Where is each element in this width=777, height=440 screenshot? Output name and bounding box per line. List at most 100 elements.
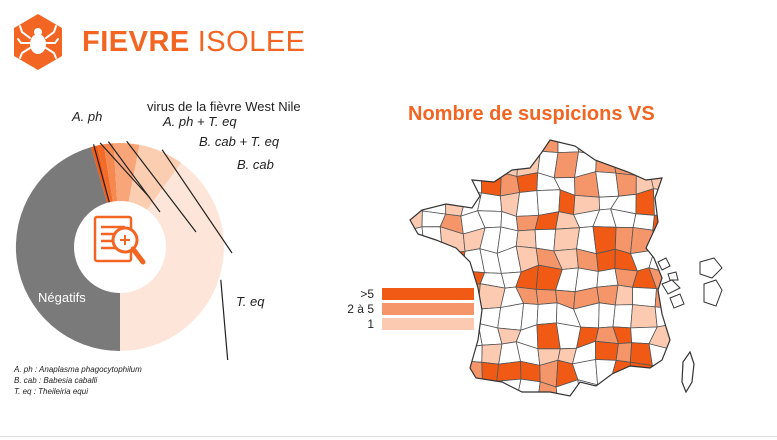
map-department — [633, 140, 654, 160]
map-department — [459, 171, 482, 194]
slice-label-a-ph: A. ph — [72, 109, 103, 124]
map-department — [439, 384, 467, 396]
title-bold: FIEVRE — [82, 26, 190, 58]
map-department — [479, 401, 501, 411]
map-department — [630, 380, 655, 396]
corsica — [681, 350, 695, 394]
map-department — [440, 343, 467, 362]
map-department — [440, 140, 464, 156]
map-department — [672, 402, 691, 410]
map-department — [630, 304, 658, 329]
map-department — [669, 169, 670, 194]
footnotes: A. ph : Anaplasma phagocytophilum B. cab… — [14, 364, 142, 397]
map-department — [425, 401, 444, 410]
map-department — [496, 360, 522, 382]
map-department — [424, 267, 448, 286]
map-department — [671, 325, 692, 350]
map-department — [410, 268, 427, 289]
map-department — [500, 153, 519, 178]
map-department — [672, 152, 691, 174]
map-department — [648, 365, 670, 384]
map-department — [516, 172, 539, 193]
map-department — [515, 190, 540, 217]
map-department — [667, 211, 670, 234]
leader-line-3 — [107, 141, 161, 213]
footnote-b-cab: B. cab : Babesia caballi — [14, 376, 98, 385]
map-department — [497, 302, 525, 331]
slice-label-a-ph-t-eq: A. ph + T. eq — [163, 114, 237, 129]
map-department — [410, 226, 426, 253]
map-department — [669, 306, 670, 327]
map-department — [480, 171, 502, 197]
map-department — [462, 140, 483, 159]
map-department — [424, 140, 445, 156]
title-light: ISOLEE — [197, 26, 306, 58]
map-department — [652, 229, 670, 253]
slice-label-negatifs: Négatifs — [38, 290, 86, 305]
map-department — [611, 150, 639, 176]
legend-item-2to5: 2 à 5 — [338, 302, 478, 316]
map-department — [595, 140, 616, 156]
document-magnifier-icon — [93, 215, 146, 265]
map-department — [595, 340, 619, 361]
leader-line-5 — [161, 149, 233, 254]
map-department — [672, 136, 691, 155]
map-department — [477, 140, 503, 159]
leader-line-2 — [99, 142, 151, 199]
legend-swatch-gt5 — [382, 288, 474, 300]
map-department — [421, 359, 448, 389]
map-department — [669, 191, 670, 216]
map-department — [653, 401, 672, 410]
map-department — [612, 304, 634, 329]
leader-line-4 — [126, 140, 197, 233]
map-department — [615, 172, 637, 197]
map-department — [459, 399, 482, 410]
map-department — [410, 191, 423, 213]
map-department — [553, 227, 581, 252]
footnote-t-eq: T. eq : Theileiria equi — [14, 387, 88, 396]
map-department — [410, 173, 425, 194]
map-department — [632, 286, 657, 308]
map-department — [445, 267, 464, 289]
map-department — [610, 380, 638, 396]
map-department — [517, 140, 541, 159]
map-department — [443, 359, 467, 388]
map-department — [649, 140, 670, 155]
map-department — [421, 226, 443, 255]
map-department — [410, 249, 426, 274]
map-department — [534, 228, 557, 252]
map-department — [477, 192, 503, 212]
legend-swatch-2to5 — [382, 303, 474, 315]
legend-item-1: 1 — [338, 317, 478, 331]
leader-line-6 — [220, 279, 229, 360]
slice-label-b-cab-t-eq: B. cab + T. eq — [199, 134, 280, 149]
map-department — [481, 361, 500, 388]
map-department — [634, 400, 654, 410]
footnote-a-ph: A. ph : Anaplasma phagocytophilum — [14, 365, 142, 374]
map-department — [410, 140, 426, 156]
map-department — [410, 154, 426, 175]
map-department — [615, 400, 637, 410]
map-department — [445, 171, 468, 195]
donut-chart — [15, 140, 233, 360]
map-department — [558, 402, 581, 410]
donut-slice-0 — [15, 147, 121, 352]
map-department — [611, 140, 639, 160]
map-department — [672, 250, 691, 273]
map-department — [648, 380, 670, 396]
map-department — [424, 251, 449, 274]
legend-label-gt5: >5 — [360, 287, 374, 301]
map-department — [595, 248, 616, 272]
map-department — [498, 401, 521, 411]
map-department — [500, 140, 521, 158]
map-department — [630, 227, 655, 255]
legend-item-gt5: >5 — [338, 287, 478, 301]
leader-line-1 — [93, 144, 113, 213]
donut-slice-6 — [120, 162, 224, 351]
map-department — [615, 342, 633, 363]
header: FIEVRE ISOLEE — [8, 12, 428, 72]
map-department — [459, 154, 482, 179]
map-department — [577, 404, 596, 411]
map-department — [596, 268, 619, 288]
map-department — [458, 384, 484, 396]
